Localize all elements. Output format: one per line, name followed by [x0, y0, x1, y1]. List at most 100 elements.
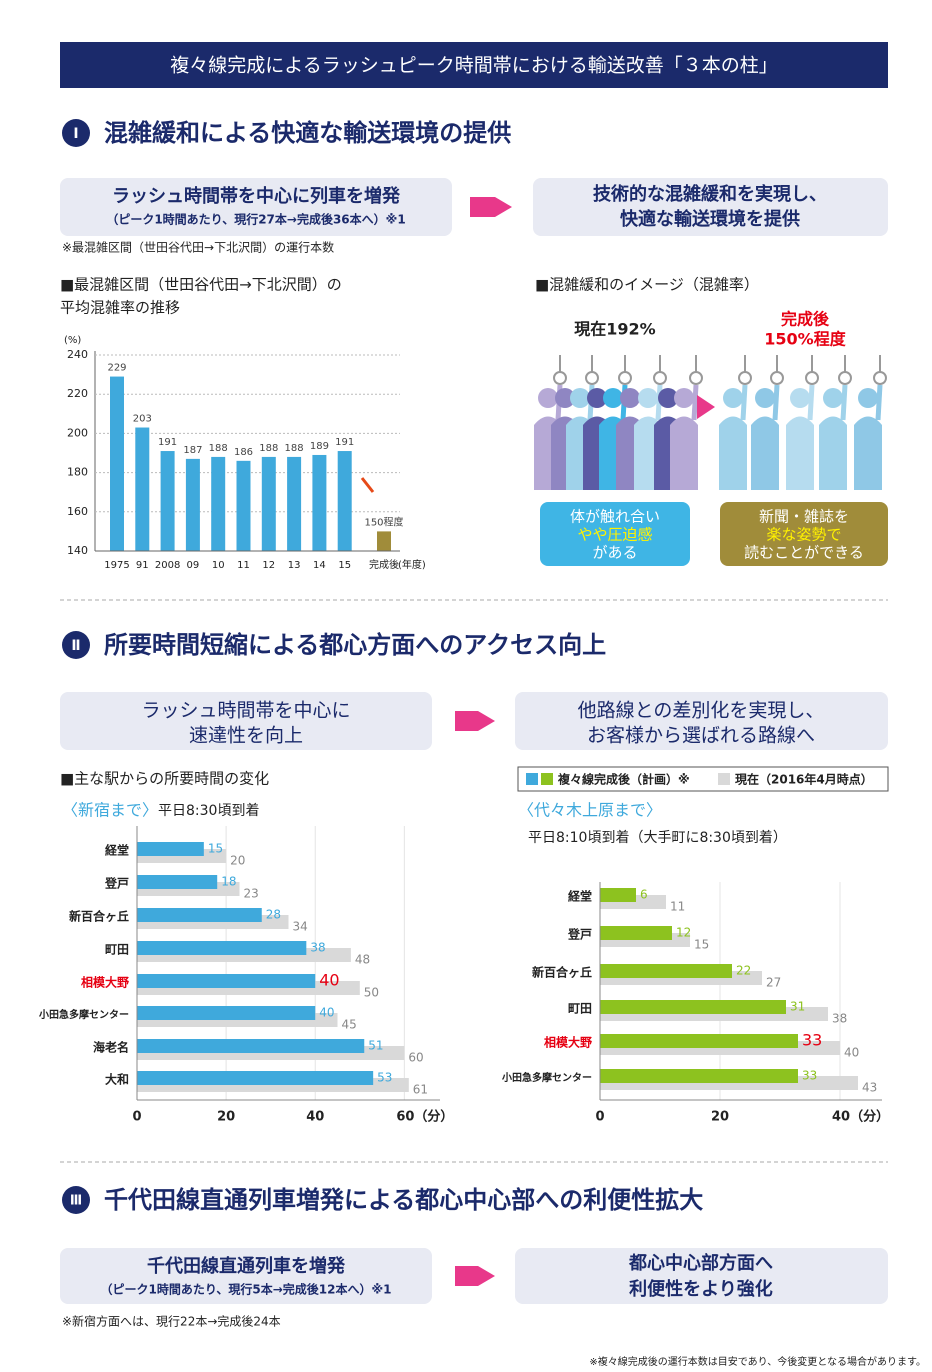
bar-after — [137, 1006, 316, 1020]
box — [60, 692, 432, 750]
bubble-text: 読むことができる — [744, 544, 864, 562]
person-body — [786, 416, 814, 490]
bar-after — [600, 964, 732, 978]
value-label: 20 — [230, 854, 245, 868]
person-head — [823, 388, 843, 408]
person-head — [858, 388, 878, 408]
box-text: お客様から選ばれる路線へ — [587, 725, 815, 747]
axis-unit: (%) — [64, 335, 81, 346]
bubble-text: やや圧迫感 — [577, 526, 652, 544]
person-head — [755, 388, 775, 408]
box-text: 快適な輸送環境を提供 — [620, 208, 800, 230]
bar — [160, 451, 175, 551]
section-numeral: Ⅱ — [71, 638, 80, 654]
box-text: 都心中心部方面へ — [628, 1252, 773, 1274]
bar — [261, 456, 276, 551]
box-text: 速達性を向上 — [189, 725, 303, 747]
x-tick-label: 2008 — [155, 560, 180, 571]
value-label: 188 — [209, 443, 228, 454]
image-title: ■混雑緩和のイメージ（混雑率） — [535, 276, 759, 294]
box-text: 他路線との差別化を実現し、 — [578, 700, 825, 722]
x-tick-label: 15 — [338, 560, 351, 571]
strap — [689, 371, 703, 385]
chart-title: 平均混雑率の推移 — [60, 299, 180, 317]
section-badge — [62, 1186, 90, 1214]
value-label: 33 — [802, 1031, 822, 1050]
x-axis-label: (年度) — [398, 558, 426, 571]
y-tick-label: 140 — [67, 544, 88, 557]
arrow — [470, 197, 512, 217]
value-label: 40 — [844, 1046, 859, 1060]
person-head — [538, 388, 558, 408]
y-tick-label: 大和 — [105, 1072, 129, 1087]
value-label: 191 — [158, 437, 177, 448]
section-heading: 所要時間短縮による都心方面へのアクセス向上 — [104, 631, 606, 659]
box — [60, 178, 452, 236]
note: ※最混雑区間（世田谷代田→下北沢間）の運行本数 — [62, 240, 334, 255]
legend-swatch — [526, 773, 538, 785]
value-label: 6 — [640, 888, 648, 902]
section-heading: 千代田線直通列車増発による都心中心部への利便性拡大 — [104, 1186, 703, 1214]
y-tick-label: 240 — [67, 348, 88, 361]
value-label: 48 — [355, 953, 370, 967]
person-body — [854, 416, 882, 490]
value-label: 22 — [736, 964, 751, 978]
bubble-text: がある — [592, 544, 637, 562]
box — [533, 178, 888, 236]
bar-after — [600, 1069, 798, 1083]
person-arm — [740, 384, 748, 421]
y-tick-label: 小田急多摩センター — [501, 1071, 592, 1084]
y-tick-label: 220 — [67, 387, 88, 400]
y-tick-label: 登戸 — [104, 876, 129, 891]
arrow — [455, 1266, 495, 1286]
person-head — [674, 388, 694, 408]
strap — [805, 371, 819, 385]
person-head — [570, 388, 590, 408]
chart-subtitle: 平日8:30頃到着 — [158, 803, 259, 819]
legend: 複々線完成後（計画）※ 現在（2016年4月時点） — [526, 772, 873, 787]
bar — [312, 454, 327, 551]
strap — [873, 371, 887, 385]
y-tick-label: 160 — [67, 505, 88, 518]
person-head — [620, 388, 640, 408]
box-text: ラッシュ時間帯を中心に — [141, 700, 350, 722]
section-badge — [62, 631, 90, 659]
person-arm — [875, 384, 883, 421]
strap — [770, 371, 784, 385]
bubble-text: 体が触れ合い — [570, 508, 660, 526]
x-tick-label: 1975 — [104, 560, 129, 571]
section-numeral: Ⅰ — [73, 126, 78, 142]
box — [515, 692, 888, 750]
arrow — [360, 477, 375, 493]
arrow — [697, 395, 715, 419]
x-tick-label: 09 — [187, 560, 200, 571]
bar-after — [137, 875, 218, 889]
person-arm — [691, 384, 699, 421]
person-arm — [807, 384, 815, 421]
y-tick-label: 町田 — [568, 1002, 592, 1016]
x-tick-label: 91 — [136, 560, 149, 571]
person-head — [638, 388, 658, 408]
bar-after — [137, 908, 262, 922]
person-head — [587, 388, 607, 408]
label: 現在192% — [574, 320, 655, 339]
y-tick-label: 小田急多摩センター — [38, 1008, 129, 1021]
value-label: 53 — [377, 1071, 392, 1085]
strap — [738, 371, 752, 385]
bar-after — [600, 1000, 786, 1014]
bubble-text: 新聞・雑誌を — [759, 508, 849, 526]
chart-title: ■主な駅からの所要時間の変化 — [60, 770, 269, 788]
value-label: 203 — [133, 414, 152, 425]
value-label: 188 — [285, 443, 304, 454]
x-tick-label: 14 — [313, 560, 326, 571]
bar — [236, 460, 251, 551]
x-tick-label: 0 — [132, 1110, 141, 1125]
strap — [585, 371, 599, 385]
value-label: 27 — [766, 976, 781, 990]
section-numeral: Ⅲ — [70, 1194, 82, 1209]
legend-label: 現在（2016年4月時点） — [735, 772, 873, 787]
legend-swatch — [541, 773, 553, 785]
chart-title: 〈代々木上原まで〉 — [518, 801, 662, 820]
person-body — [819, 416, 847, 490]
